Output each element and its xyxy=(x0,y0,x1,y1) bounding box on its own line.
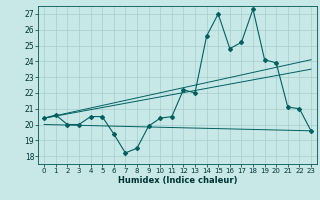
X-axis label: Humidex (Indice chaleur): Humidex (Indice chaleur) xyxy=(118,176,237,185)
